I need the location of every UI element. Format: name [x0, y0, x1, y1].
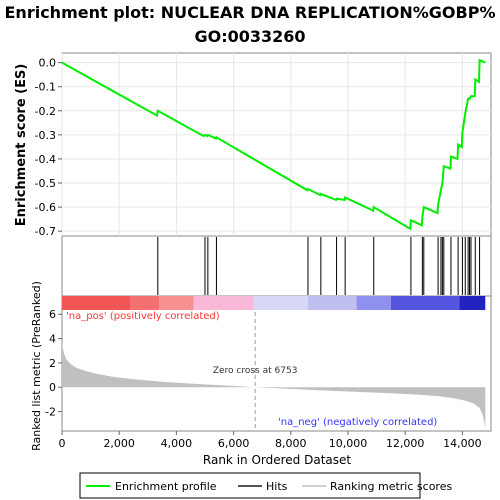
- hits-panel: [61, 235, 492, 297]
- rank-bar-segment: [193, 296, 254, 310]
- x-tick-label: 10,000: [329, 437, 368, 450]
- es-axis-ticks: 0.0 -0.1 -0.2 -0.3 -0.4 -0.5 -0.6 -0.7: [35, 57, 62, 238]
- ranking-metric-area: [62, 341, 486, 428]
- metric-tick-label: 0: [49, 381, 56, 394]
- rank-bar-segment: [62, 296, 131, 310]
- rank-bar-segment: [356, 296, 391, 310]
- chart-title-line1: Enrichment plot: NUCLEAR DNA REPLICATION…: [5, 3, 496, 22]
- es-tick-label: 0.0: [39, 57, 57, 70]
- es-gridlines: [61, 53, 491, 236]
- legend-enrichment-label: Enrichment profile: [115, 480, 217, 493]
- rank-bar-segment: [390, 296, 460, 310]
- es-axis-label: Enrichment score (ES): [14, 64, 29, 227]
- metric-panel: [61, 295, 492, 432]
- metric-axis-label: Ranked list metric (PreRanked): [30, 281, 43, 451]
- legend-box: [79, 472, 421, 499]
- ranking-color-bar: [62, 296, 486, 310]
- es-tick-label: -0.1: [35, 81, 56, 94]
- metric-tick-label: 4: [49, 333, 56, 346]
- rank-bar-segment: [253, 296, 308, 310]
- x-tick-label: 2,000: [103, 437, 135, 450]
- legend: Enrichment profile Hits Ranking metric s…: [79, 472, 452, 499]
- rank-bar-segment: [130, 296, 160, 310]
- es-tick-label: -0.7: [35, 225, 56, 238]
- es-tick-label: -0.6: [35, 201, 56, 214]
- x-tick-label: 4,000: [161, 437, 193, 450]
- x-tick-label: 6,000: [218, 437, 250, 450]
- legend-hits-label: Hits: [266, 480, 288, 493]
- es-panel: [61, 52, 492, 237]
- rank-bar-segment: [459, 296, 486, 310]
- chart-title-line2: GO:0033260: [194, 27, 305, 46]
- rank-bar-segment: [159, 296, 194, 310]
- na-pos-label: 'na_pos' (positively correlated): [66, 311, 220, 322]
- x-tick-label: 12,000: [386, 437, 425, 450]
- metric-axis-ticks: 6 4 2 0 -2: [45, 308, 62, 419]
- rank-bar-segment: [307, 296, 357, 310]
- x-tick-label: 14,000: [443, 437, 482, 450]
- na-neg-label: 'na_neg' (negatively correlated): [278, 417, 437, 428]
- x-tick-label: 0: [59, 437, 66, 450]
- enrichment-profile-line: [61, 58, 486, 231]
- metric-tick-label: -2: [45, 406, 56, 419]
- es-tick-label: -0.4: [35, 153, 56, 166]
- legend-metric-label: Ranking metric scores: [330, 480, 452, 493]
- x-tick-label: 8,000: [275, 437, 307, 450]
- hit-markers: [157, 237, 481, 295]
- es-tick-label: -0.5: [35, 177, 56, 190]
- x-axis-label: Rank in Ordered Dataset: [203, 453, 351, 467]
- es-tick-label: -0.3: [35, 129, 56, 142]
- zero-cross-label: Zero cross at 6753: [213, 366, 298, 376]
- x-axis-ticks: 0 2,000 4,000 6,000 8,000 10,000 12,000 14,000: [59, 431, 482, 450]
- metric-tick-label: 6: [49, 308, 56, 321]
- es-tick-label: -0.2: [35, 105, 56, 118]
- metric-tick-label: 2: [49, 357, 56, 370]
